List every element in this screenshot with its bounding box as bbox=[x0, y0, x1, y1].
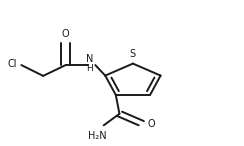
Text: O: O bbox=[147, 119, 155, 129]
Text: N: N bbox=[86, 54, 94, 64]
Text: Cl: Cl bbox=[8, 59, 17, 69]
Text: H₂N: H₂N bbox=[88, 131, 106, 141]
Text: O: O bbox=[62, 29, 70, 39]
Text: S: S bbox=[130, 48, 136, 59]
Text: H: H bbox=[87, 64, 93, 73]
